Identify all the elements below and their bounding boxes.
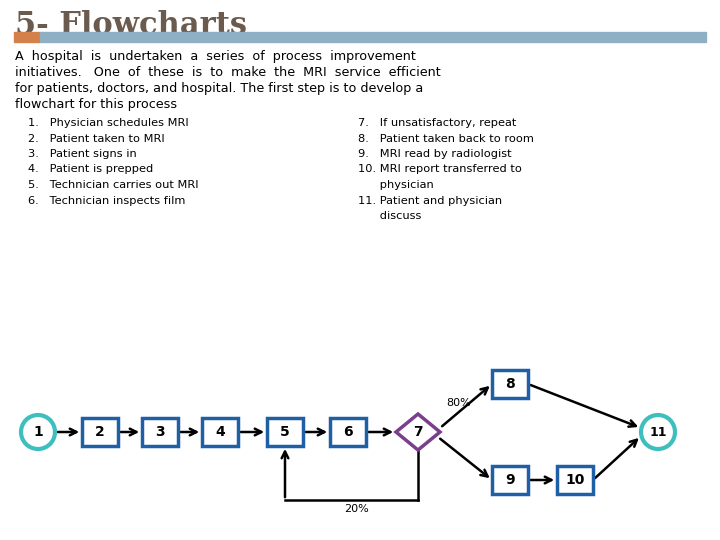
Bar	[330, 418, 366, 446]
Text: 7.   If unsatisfactory, repeat: 7. If unsatisfactory, repeat	[358, 118, 516, 128]
Text: 5.   Technician carries out MRI: 5. Technician carries out MRI	[28, 180, 199, 190]
Text: discuss: discuss	[358, 211, 421, 221]
Text: 2.   Patient taken to MRI: 2. Patient taken to MRI	[28, 133, 165, 144]
Bar	[14, 32, 40, 42]
Text: 1.   Physician schedules MRI: 1. Physician schedules MRI	[28, 118, 189, 128]
Text: 3.   Patient signs in: 3. Patient signs in	[28, 149, 137, 159]
Circle shape	[641, 415, 675, 449]
Text: 8.   Patient taken back to room: 8. Patient taken back to room	[358, 133, 534, 144]
Text: 11. Patient and physician: 11. Patient and physician	[358, 195, 502, 206]
Text: 7: 7	[413, 425, 423, 439]
Bar	[82, 418, 118, 446]
Text: flowchart for this process: flowchart for this process	[15, 98, 177, 111]
Text: 11: 11	[649, 426, 667, 438]
Text: 6: 6	[343, 425, 353, 439]
Text: 9: 9	[505, 473, 515, 487]
Text: 3: 3	[156, 425, 165, 439]
Text: physician: physician	[358, 180, 433, 190]
Text: 8: 8	[505, 377, 515, 391]
Bar	[492, 466, 528, 494]
Bar	[492, 370, 528, 398]
Text: A  hospital  is  undertaken  a  series  of  process  improvement: A hospital is undertaken a series of pro…	[15, 50, 416, 63]
Bar	[557, 466, 593, 494]
Text: 5: 5	[280, 425, 290, 439]
Text: 10. MRI report transferred to: 10. MRI report transferred to	[358, 165, 522, 174]
Text: 4: 4	[215, 425, 225, 439]
Bar	[202, 418, 238, 446]
Text: 2: 2	[95, 425, 105, 439]
Polygon shape	[396, 414, 440, 450]
Text: 10: 10	[565, 473, 585, 487]
Bar	[267, 418, 303, 446]
Circle shape	[21, 415, 55, 449]
Text: 1: 1	[33, 425, 43, 439]
Text: 4.   Patient is prepped: 4. Patient is prepped	[28, 165, 153, 174]
Text: 6.   Technician inspects film: 6. Technician inspects film	[28, 195, 185, 206]
Text: for patients, doctors, and hospital. The first step is to develop a: for patients, doctors, and hospital. The…	[15, 82, 423, 95]
Bar	[40, 32, 706, 42]
Text: 80%: 80%	[446, 398, 471, 408]
Bar	[142, 418, 178, 446]
Text: 9.   MRI read by radiologist: 9. MRI read by radiologist	[358, 149, 512, 159]
Text: initiatives.   One  of  these  is  to  make  the  MRI  service  efficient: initiatives. One of these is to make the…	[15, 66, 441, 79]
Text: 5- Flowcharts: 5- Flowcharts	[15, 10, 247, 41]
Text: 20%: 20%	[344, 504, 369, 514]
